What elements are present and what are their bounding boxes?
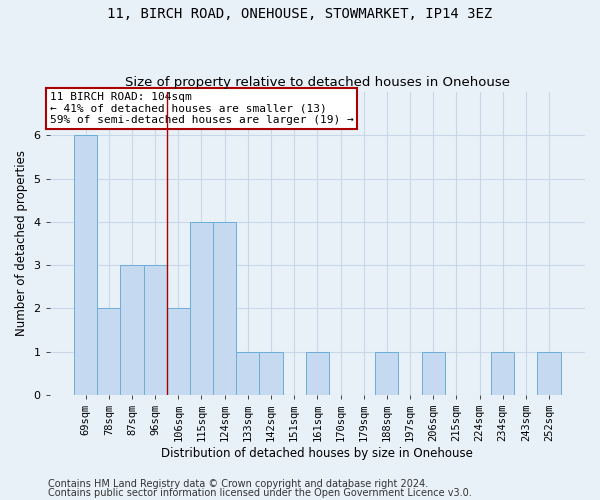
Y-axis label: Number of detached properties: Number of detached properties — [15, 150, 28, 336]
Text: Contains public sector information licensed under the Open Government Licence v3: Contains public sector information licen… — [48, 488, 472, 498]
Bar — [74, 136, 97, 395]
Bar — [236, 352, 259, 395]
Bar — [375, 352, 398, 395]
Bar — [167, 308, 190, 395]
Bar — [97, 308, 121, 395]
Text: 11 BIRCH ROAD: 104sqm
← 41% of detached houses are smaller (13)
59% of semi-deta: 11 BIRCH ROAD: 104sqm ← 41% of detached … — [50, 92, 353, 126]
Bar — [306, 352, 329, 395]
Title: Size of property relative to detached houses in Onehouse: Size of property relative to detached ho… — [125, 76, 510, 90]
Text: 11, BIRCH ROAD, ONEHOUSE, STOWMARKET, IP14 3EZ: 11, BIRCH ROAD, ONEHOUSE, STOWMARKET, IP… — [107, 8, 493, 22]
X-axis label: Distribution of detached houses by size in Onehouse: Distribution of detached houses by size … — [161, 447, 473, 460]
Bar — [538, 352, 560, 395]
Bar — [190, 222, 213, 395]
Bar — [259, 352, 283, 395]
Bar — [491, 352, 514, 395]
Bar — [213, 222, 236, 395]
Text: Contains HM Land Registry data © Crown copyright and database right 2024.: Contains HM Land Registry data © Crown c… — [48, 479, 428, 489]
Bar — [422, 352, 445, 395]
Bar — [121, 265, 143, 395]
Bar — [143, 265, 167, 395]
